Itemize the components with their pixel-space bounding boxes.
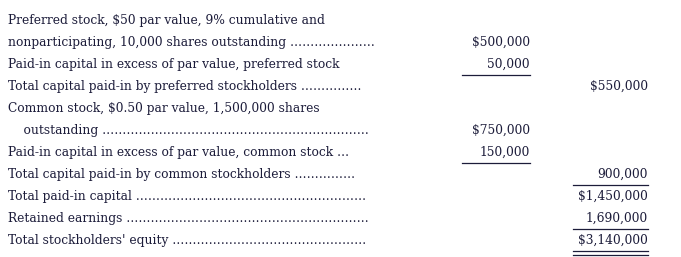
Text: Common stock, $0.50 par value, 1,500,000 shares: Common stock, $0.50 par value, 1,500,000… [8,102,319,115]
Text: Preferred stock, $50 par value, 9% cumulative and: Preferred stock, $50 par value, 9% cumul… [8,14,325,27]
Text: 150,000: 150,000 [479,146,530,159]
Text: Total stockholders' equity …………………………………………: Total stockholders' equity …………………………………… [8,234,366,247]
Text: outstanding …………………………………………………………: outstanding ………………………………………………………… [8,124,369,137]
Text: 1,690,000: 1,690,000 [586,212,648,225]
Text: $1,450,000: $1,450,000 [578,190,648,203]
Text: $550,000: $550,000 [590,80,648,93]
Text: Retained earnings ……………………………………………………: Retained earnings …………………………………………………… [8,212,368,225]
Text: Paid-in capital in excess of par value, preferred stock: Paid-in capital in excess of par value, … [8,58,340,71]
Text: Total paid-in capital …………………………………………………: Total paid-in capital ………………………………………………… [8,190,366,203]
Text: $750,000: $750,000 [472,124,530,137]
Text: Total capital paid-in by preferred stockholders ……………: Total capital paid-in by preferred stock… [8,80,362,93]
Text: nonparticipating, 10,000 shares outstanding …………………: nonparticipating, 10,000 shares outstand… [8,36,375,49]
Text: $500,000: $500,000 [472,36,530,49]
Text: Total capital paid-in by common stockholders ……………: Total capital paid-in by common stockhol… [8,168,355,181]
Text: $3,140,000: $3,140,000 [578,234,648,247]
Text: 900,000: 900,000 [597,168,648,181]
Text: 50,000: 50,000 [488,58,530,71]
Text: Paid-in capital in excess of par value, common stock …: Paid-in capital in excess of par value, … [8,146,349,159]
